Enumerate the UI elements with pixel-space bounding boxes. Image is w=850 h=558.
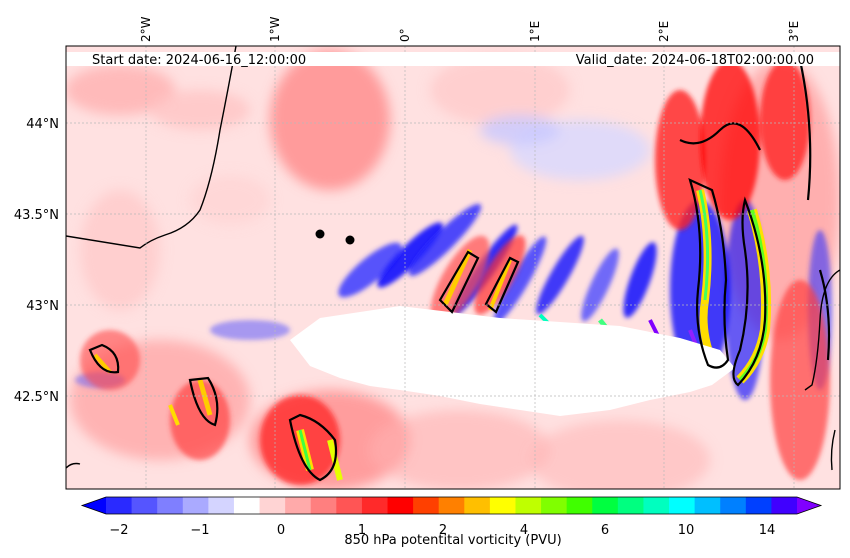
colorbar-segment xyxy=(617,497,644,514)
lat-tick-label: 44°N xyxy=(26,117,59,132)
colorbar xyxy=(80,496,823,515)
colorbar-tick-label: 2 xyxy=(439,523,447,538)
colorbar-segment xyxy=(720,497,747,514)
lon-tick-label: 1°W xyxy=(268,16,282,42)
valid-date-label: Valid_date: 2024-06-18T02:00:00.00 xyxy=(576,53,814,68)
lon-tick-label: 2°E xyxy=(657,21,671,42)
colorbar-segment xyxy=(259,497,286,514)
colorbar-segment xyxy=(669,497,696,514)
colorbar-segment xyxy=(489,497,516,514)
colorbar-extend-high xyxy=(797,497,821,514)
colorbar-segment xyxy=(182,497,209,514)
colorbar-segment xyxy=(438,497,465,514)
pv-field xyxy=(66,46,840,489)
colorbar-segment xyxy=(413,497,440,514)
colorbar-segment xyxy=(643,497,670,514)
colorbar-tick-label: 6 xyxy=(601,523,609,538)
colorbar-tick-label: 1 xyxy=(358,523,366,538)
lon-tick-label: 2°W xyxy=(139,16,153,42)
colorbar-extend-low xyxy=(82,497,106,514)
point-marker-2 xyxy=(345,235,355,245)
colorbar-segment xyxy=(566,497,593,514)
colorbar-segment xyxy=(233,497,261,514)
lon-tick-label: 3°E xyxy=(787,21,801,42)
colorbar-tick-label: −1 xyxy=(190,523,209,538)
colorbar-segment xyxy=(464,497,491,514)
colorbar-segment xyxy=(387,497,414,514)
colorbar-segment xyxy=(336,497,363,514)
colorbar-segment xyxy=(771,497,798,514)
colorbar-segment xyxy=(694,497,721,514)
colorbar-segment xyxy=(541,497,568,514)
colorbar-segment xyxy=(592,497,619,514)
colorbar-label: 850 hPa potentital vorticity (PVU) xyxy=(344,533,561,548)
colorbar-tick-label: 4 xyxy=(520,523,528,538)
masked-terrain-area xyxy=(290,306,735,416)
colorbar-tick-label: 0 xyxy=(277,523,285,538)
lon-tick-label: 0° xyxy=(398,28,412,42)
map-frame xyxy=(65,45,841,490)
lat-tick-label: 42.5°N xyxy=(14,390,59,405)
colorbar-segment xyxy=(361,497,389,514)
lat-tick-label: 43.5°N xyxy=(14,208,59,223)
start-date-label: Start date: 2024-06-16_12:00:00 xyxy=(92,53,306,68)
colorbar-segment xyxy=(106,497,133,514)
colorbar-tick-label: 14 xyxy=(759,523,776,538)
point-marker-1 xyxy=(315,229,325,239)
colorbar-segment xyxy=(157,497,184,514)
colorbar-segment xyxy=(745,497,772,514)
lon-tick-label: 1°E xyxy=(528,21,542,42)
colorbar-tick-label: −2 xyxy=(109,523,128,538)
colorbar-segment xyxy=(310,497,337,514)
colorbar-outline xyxy=(80,496,823,515)
colorbar-segment xyxy=(208,497,235,514)
colorbar-segment xyxy=(131,497,158,514)
colorbar-tick-label: 10 xyxy=(678,523,695,538)
colorbar-segment xyxy=(515,497,542,514)
lat-tick-label: 43°N xyxy=(26,299,59,314)
colorbar-segment xyxy=(285,497,312,514)
